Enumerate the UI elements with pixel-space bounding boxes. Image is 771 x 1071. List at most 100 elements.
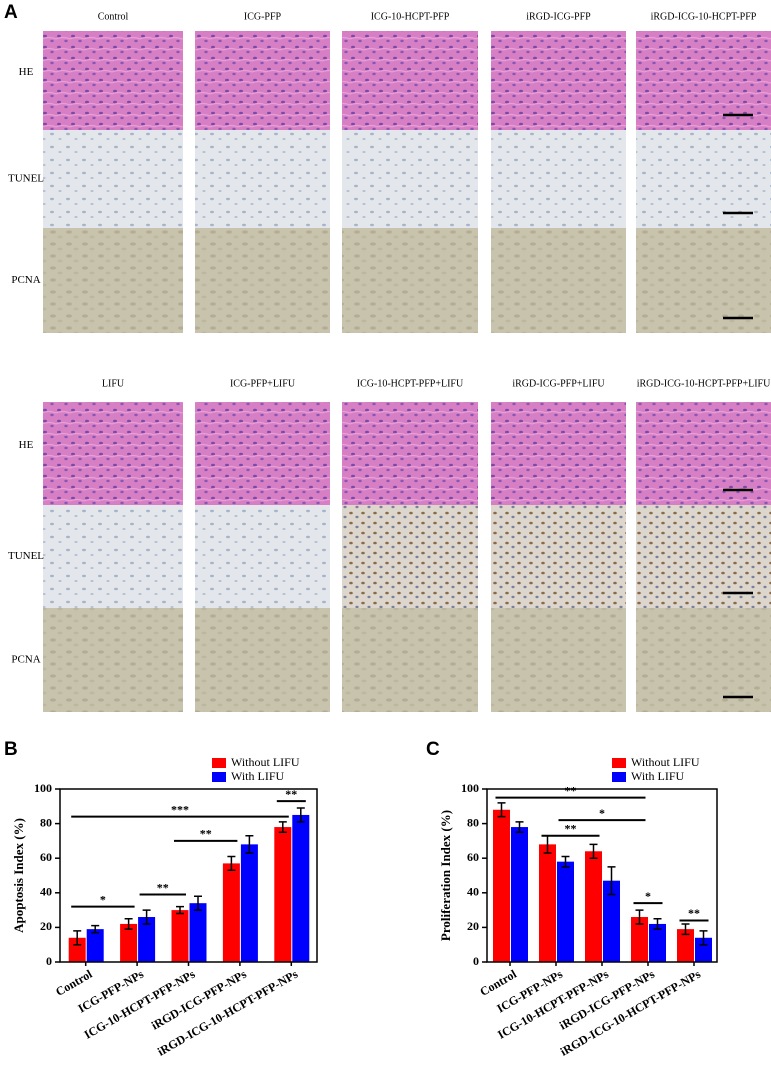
significance-label: ** [285, 787, 297, 801]
bar [539, 844, 556, 962]
column-label: ICG-10-HCPT-PFP [371, 11, 450, 22]
micrograph [195, 130, 330, 228]
column-label: ICG-PFP+LIFU [230, 378, 296, 389]
bar [585, 851, 602, 962]
significance-label: ** [688, 906, 700, 920]
bar [171, 910, 189, 962]
significance-label: ** [565, 783, 577, 797]
micrograph [195, 608, 330, 712]
error-bar [245, 834, 254, 854]
y-tick-label: 100 [461, 781, 479, 795]
y-tick-label: 60 [40, 850, 52, 864]
y-axis-title: Proliferation Index (%) [438, 810, 453, 941]
significance-label: * [599, 806, 605, 820]
micrograph [491, 505, 626, 608]
error-bar [296, 807, 305, 823]
significance-label: * [645, 889, 651, 903]
error-bar [278, 821, 287, 833]
y-tick-label: 20 [467, 919, 479, 933]
error-bar [607, 866, 616, 896]
column-label: iRGD-ICG-10-HCPT-PFP [651, 11, 757, 22]
y-tick-label: 80 [467, 815, 479, 829]
micrograph [342, 505, 478, 608]
column-label: iRGD-ICG-PFP+LIFU [512, 378, 605, 389]
micrograph [636, 130, 771, 228]
error-bar [653, 918, 662, 930]
micrograph [636, 31, 771, 130]
bar [695, 937, 712, 962]
legend-label: Without LIFU [631, 755, 700, 769]
y-tick-label: 60 [467, 850, 479, 864]
micrograph [636, 402, 771, 505]
row-label: TUNEL [8, 550, 44, 562]
row-label: HE [19, 439, 34, 451]
bar [68, 937, 86, 962]
legend-swatch [212, 758, 226, 768]
legend-swatch [212, 772, 226, 782]
y-tick-label: 0 [46, 954, 52, 968]
micrograph [342, 402, 478, 505]
column-label: iRGD-ICG-10-HCPT-PFP+LIFU [637, 378, 771, 389]
micrograph [491, 130, 626, 228]
significance-label: ** [157, 880, 169, 894]
significance-label: *** [171, 802, 189, 816]
row-label: PCNA [11, 274, 40, 286]
bar [274, 827, 292, 962]
micrograph [342, 608, 478, 712]
legend-label: With LIFU [231, 769, 285, 783]
micrograph [43, 31, 183, 130]
micrograph [195, 402, 330, 505]
y-tick-label: 20 [40, 919, 52, 933]
y-tick-label: 0 [473, 954, 479, 968]
bar [649, 923, 666, 962]
error-bar [194, 895, 202, 911]
panel-label: B [4, 739, 18, 760]
bar [493, 809, 510, 962]
micrograph [195, 505, 330, 608]
column-label: LIFU [102, 378, 125, 389]
error-bar [124, 918, 133, 930]
micrograph [195, 31, 330, 130]
panel-label: C [426, 739, 440, 760]
micrograph [43, 402, 183, 505]
micrograph [636, 608, 771, 712]
bar [240, 844, 258, 962]
error-bar [699, 930, 708, 946]
bar [138, 917, 156, 962]
significance-label: ** [200, 827, 212, 841]
significance-label: ** [565, 821, 577, 835]
micrograph [43, 608, 183, 712]
micrograph [342, 228, 478, 333]
micrograph [342, 31, 478, 130]
y-tick-label: 100 [34, 781, 52, 795]
legend-swatch [612, 772, 626, 782]
bar [189, 903, 207, 962]
legend-label: With LIFU [631, 769, 685, 783]
column-label: iRGD-ICG-PFP [526, 11, 591, 22]
panel-label: A [4, 2, 18, 23]
micrograph [491, 228, 626, 333]
bar [120, 923, 138, 962]
micrograph [195, 228, 330, 333]
bar [292, 814, 310, 962]
micrograph [43, 130, 183, 228]
column-label: ICG-PFP [244, 11, 282, 22]
error-bar [91, 924, 100, 934]
significance-label: * [100, 892, 106, 906]
y-tick-label: 40 [467, 885, 479, 899]
error-bar [561, 855, 570, 868]
micrograph [43, 228, 183, 333]
y-axis-title: Apoptosis Index (%) [11, 818, 26, 933]
error-bar [73, 930, 82, 946]
micrograph [491, 31, 626, 130]
bar [222, 863, 240, 962]
bar [86, 929, 104, 962]
row-label: HE [19, 66, 34, 78]
error-bar [681, 923, 690, 936]
x-tick-label: Control [53, 967, 95, 999]
error-bar [142, 909, 151, 925]
y-tick-label: 80 [40, 815, 52, 829]
error-bar [635, 909, 644, 925]
error-bar [497, 802, 506, 818]
